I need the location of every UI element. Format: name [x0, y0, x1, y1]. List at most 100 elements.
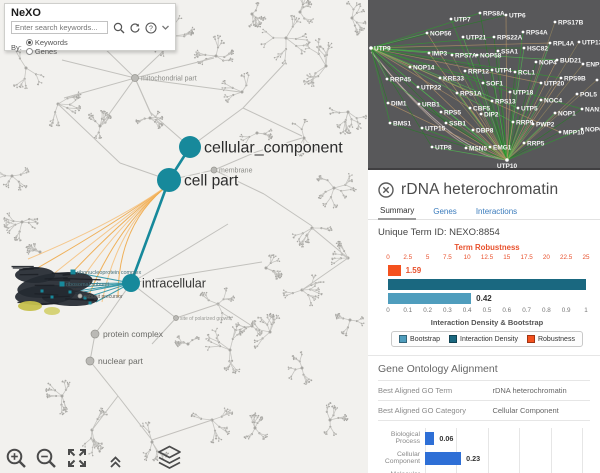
layers-icon[interactable]	[156, 443, 183, 470]
gene-node-utp5[interactable]: UTP5	[516, 106, 538, 113]
gene-node-nop56[interactable]: NOP56	[425, 31, 452, 38]
axis-tick: 22.5	[560, 254, 573, 261]
term-node-nuclear-part[interactable]: nuclear part	[85, 356, 144, 366]
gene-node-nop6[interactable]: NOP6	[580, 127, 600, 134]
gene-node-utp4[interactable]: UTP4	[490, 68, 512, 75]
interaction-network-graph[interactable]: UTP9 UTP10 RPS8A UTP7 UTP6 RPS17B NOP56 UTP21 RP…	[368, 0, 600, 170]
tab-interactions[interactable]: Interactions	[475, 207, 518, 216]
gene-node-cbf5[interactable]: CBF5	[468, 106, 491, 113]
gene-node-utp18[interactable]: UTP18	[508, 90, 534, 97]
gene-node-rps7a[interactable]: RPS7A	[450, 53, 477, 60]
radio-genes[interactable]: Genes	[25, 47, 68, 56]
gene-node-rrp45[interactable]: RRP45	[385, 77, 412, 84]
gene-label: URB1	[422, 102, 440, 109]
gene-node-utp8[interactable]: UTP8	[430, 145, 452, 152]
gene-node-msn5[interactable]: MSN5	[464, 146, 488, 153]
gene-node-nop4[interactable]: NOP4	[534, 60, 557, 67]
gene-node-rrp12[interactable]: RRP12	[463, 69, 490, 76]
gene-node-emg1[interactable]: EMG1	[488, 145, 512, 152]
term-node-intracellular[interactable]: intracellular	[122, 274, 207, 292]
interaction-network-panel[interactable]: UTP9 UTP10 RPS8A UTP7 UTP6 RPS17B NOP56 UTP21 RP…	[368, 0, 600, 170]
gene-node-rps17b[interactable]: RPS17B	[553, 20, 584, 27]
alignment-row: Best Aligned GO Term rDNA heterochromatin	[378, 380, 590, 400]
gene-node-rps8a[interactable]: RPS8A	[478, 11, 505, 18]
gene-node-utp6[interactable]: UTP6	[504, 13, 526, 20]
gene-node-imp3[interactable]: IMP3	[427, 51, 448, 58]
gene-node-rps4a[interactable]: RPS4A	[521, 30, 548, 37]
gene-node-utp22[interactable]: UTP22	[416, 85, 442, 92]
gene-node-rrp5[interactable]: RRP5	[522, 141, 545, 148]
axis-tick: 5	[425, 254, 430, 261]
gene-node-rps5[interactable]: RPS5	[439, 110, 462, 117]
gene-node-nan1[interactable]: NAN1	[580, 107, 600, 114]
gene-node-enp1[interactable]: ENP1	[581, 62, 600, 69]
gene-node-utp21[interactable]: UTP21	[461, 35, 487, 42]
gene-node-dim1[interactable]: DIM1	[386, 101, 407, 108]
term-node-subunit-precursor[interactable]: subunit precursor	[77, 293, 123, 300]
gene-node-bud21[interactable]: BUD21	[555, 58, 582, 65]
zoom-out-icon[interactable]	[35, 447, 58, 470]
gene-node-rpl4a[interactable]: RPL4A	[548, 41, 575, 48]
gene-node-rrp9[interactable]: RRP9	[511, 120, 534, 127]
gene-node-nop58[interactable]: NOP58	[475, 53, 502, 60]
radio-keywords[interactable]: Keywords	[25, 38, 68, 47]
gene-node-sof1[interactable]: SOF1	[481, 81, 504, 88]
term-node-ribonucleoprotein-complex[interactable]: ribonucleoprotein complex	[70, 269, 142, 276]
radio-dot[interactable]	[25, 48, 33, 55]
gene-node-dip2[interactable]: DIP2	[479, 112, 499, 119]
gene-node-nop14[interactable]: NOP14	[408, 65, 435, 72]
term-node-mitochondrial-part[interactable]: mitochondrial part	[131, 74, 197, 83]
gene-node-hsc82[interactable]: HSC82	[522, 46, 549, 53]
search-mode-radio-group: Keywords Genes	[25, 38, 68, 56]
gene-node-ssa1[interactable]: SSA1	[496, 49, 519, 56]
collapse-up-icon[interactable]	[108, 454, 123, 470]
close-icon[interactable]	[378, 182, 394, 198]
collapse-panel-icon[interactable]	[161, 23, 170, 32]
gene-node-pwp2[interactable]: PWP2	[531, 122, 555, 129]
gene-node-rps22a[interactable]: RPS22A	[492, 35, 523, 42]
radio-dot[interactable]	[25, 39, 33, 46]
gene-node-pol5[interactable]: POL5	[575, 92, 598, 99]
gene-node-dbp8[interactable]: DBP8	[471, 128, 494, 135]
gene-label: HSC82	[527, 46, 548, 53]
tab-genes[interactable]: Genes	[433, 207, 457, 216]
gene-node-urb1[interactable]: URB1	[417, 102, 440, 109]
term-node-ribosomal-subunit[interactable]: ribosomal subunit	[59, 281, 110, 288]
search-icon[interactable]	[113, 22, 125, 34]
help-icon[interactable]: ?	[145, 21, 157, 34]
term-node-membrane[interactable]: membrane	[210, 166, 253, 174]
term-label: mitochondrial part	[141, 75, 197, 82]
gene-label: RPS8A	[483, 11, 505, 18]
term-node-cellular-component[interactable]: cellular_component	[179, 136, 345, 158]
gene-node-utp13[interactable]: UTP13	[577, 40, 600, 47]
gene-node-nop1[interactable]: NOP1	[553, 111, 576, 118]
zoom-in-icon[interactable]	[5, 447, 28, 470]
gene-node-mpp10[interactable]: MPP10	[558, 130, 585, 137]
gene-node-utp10[interactable]: UTP10	[497, 158, 518, 170]
term-node-site-of-polarized-growth[interactable]: site of polarized growth	[173, 315, 232, 322]
gene-node-rps1a[interactable]: RPS1A	[455, 91, 482, 98]
gene-node-ssb1[interactable]: SSB1	[444, 121, 467, 128]
gene-node-noc4[interactable]: NOC4	[539, 98, 563, 105]
term-node-protein-complex[interactable]: protein complex	[90, 329, 164, 339]
term-node-cell-part[interactable]: cell part	[157, 168, 240, 192]
gene-node-utp7[interactable]: UTP7	[449, 17, 471, 24]
gene-node-rps9b[interactable]: RPS9B	[559, 76, 586, 83]
gene-label: DIM1	[391, 101, 407, 108]
gene-label: UTP20	[544, 81, 565, 88]
fit-view-icon[interactable]	[65, 446, 89, 470]
gene-node-kre33[interactable]: KRE33	[438, 76, 465, 83]
gene-node-rcl1[interactable]: RCL1	[513, 70, 536, 77]
gene-label: RPS22A	[497, 35, 523, 42]
gene-node-utp20[interactable]: UTP20	[539, 81, 565, 88]
gene-node-bms1[interactable]: BMS1	[388, 121, 412, 128]
refresh-icon[interactable]	[129, 22, 141, 34]
tab-summary[interactable]: Summary	[378, 206, 417, 220]
gene-node-krr1[interactable]: KRR1	[595, 78, 600, 85]
search-input[interactable]	[11, 21, 108, 34]
gene-node-utp15[interactable]: UTP15	[420, 126, 446, 133]
gene-node-utp9[interactable]: UTP9	[369, 46, 391, 53]
gene-node-rps13[interactable]: RPS13	[490, 99, 516, 106]
